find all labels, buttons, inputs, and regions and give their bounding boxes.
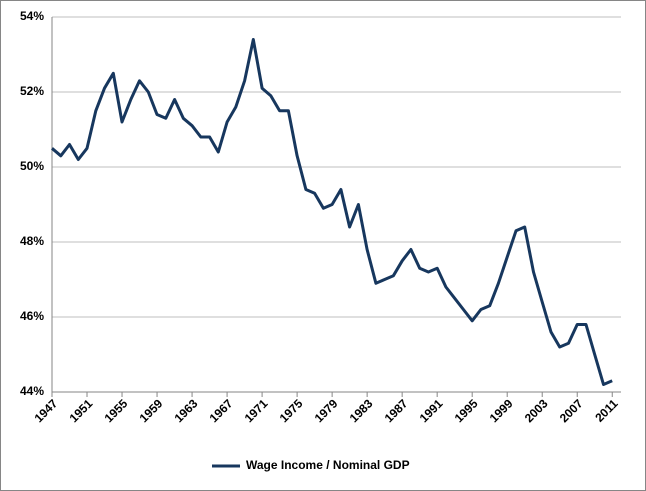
y-tick-label: 46%	[20, 309, 44, 323]
y-tick-label: 48%	[20, 234, 44, 248]
y-tick-label: 50%	[20, 159, 44, 173]
legend-label: Wage Income / Nominal GDP	[246, 458, 410, 472]
y-tick-label: 44%	[20, 384, 44, 398]
data-line	[51, 38, 613, 386]
y-tick-label: 52%	[20, 84, 44, 98]
y-tick-label: 54%	[20, 9, 44, 23]
